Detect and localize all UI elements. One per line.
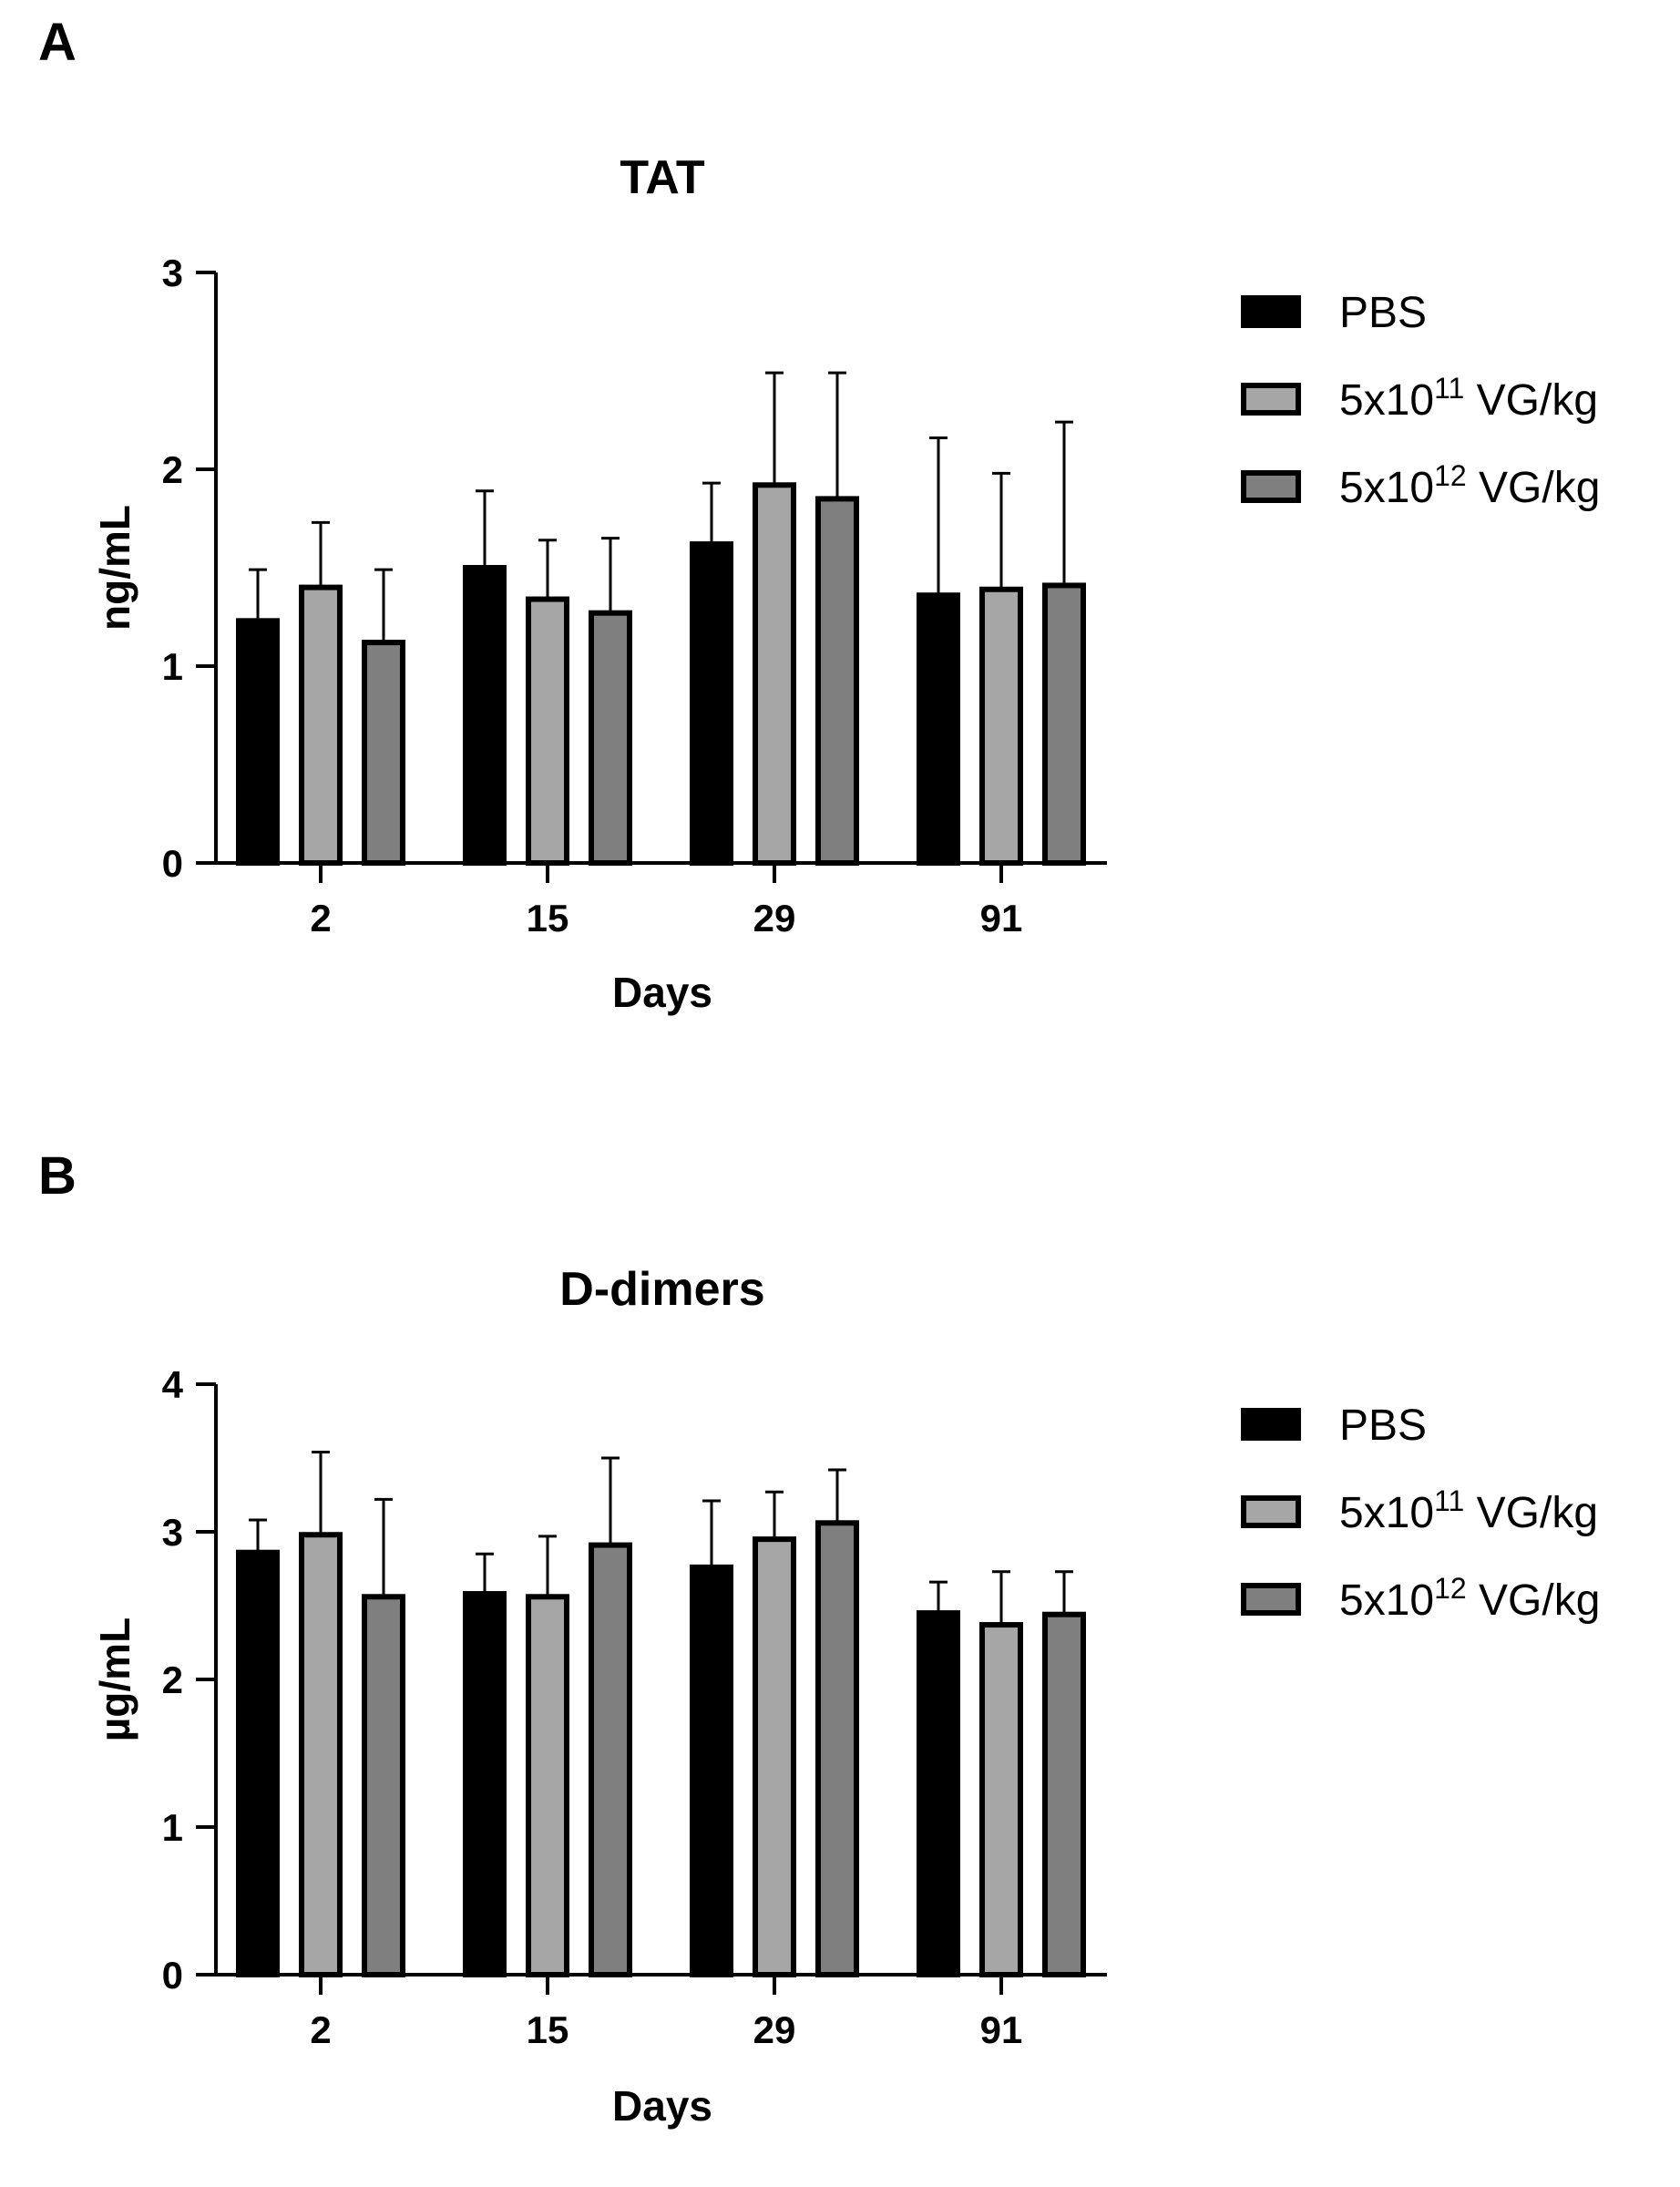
x-tick-label: 29 [753, 2008, 796, 2051]
legend-swatch [1241, 470, 1301, 503]
x-tick-label: 2 [310, 897, 331, 939]
bar [815, 496, 859, 867]
legend-swatch [1241, 1495, 1301, 1528]
bar [589, 610, 632, 866]
legend-label: 5x1012 VG/kg [1339, 459, 1600, 512]
x-tick-label: 15 [527, 897, 569, 939]
y-tick-label: 3 [162, 1511, 183, 1554]
legend-label: PBS [1339, 1402, 1427, 1450]
bar [917, 592, 960, 866]
bar [463, 565, 507, 866]
x-axis-label: Days [612, 969, 712, 1016]
panel-label-b: B [38, 1146, 77, 1206]
bar [690, 1564, 733, 1977]
bar [917, 1610, 960, 1977]
bar [589, 1542, 632, 1977]
legend-label: PBS [1339, 289, 1427, 337]
bar [299, 1532, 343, 1977]
y-tick-label: 1 [162, 1806, 183, 1849]
bar [526, 1594, 569, 1978]
legend-swatch [1241, 1408, 1301, 1441]
bar [979, 1622, 1023, 1978]
y-tick-label: 3 [162, 252, 183, 294]
legend-label: 5x1011 VG/kg [1339, 372, 1598, 425]
bar [690, 541, 733, 867]
panel-label-a: A [38, 13, 77, 72]
legend-d-dimers: PBS 5x1011 VG/kg 5x1012 VG/kg [1241, 1402, 1600, 1625]
y-tick-label: 0 [162, 842, 183, 885]
legend-label: 5x1012 VG/kg [1339, 1572, 1600, 1625]
x-axis-label: Days [612, 2082, 712, 2130]
legend-swatch [1241, 295, 1301, 328]
legend-swatch [1241, 383, 1301, 416]
y-tick-label: 0 [162, 1954, 183, 1997]
y-tick-label: 4 [162, 1363, 184, 1406]
bar [526, 596, 569, 866]
x-tick-label: 15 [527, 2008, 569, 2051]
bar [236, 618, 280, 866]
bar [753, 482, 796, 867]
x-tick-label: 2 [310, 2008, 331, 2051]
legend-tat: PBS 5x1011 VG/kg 5x1012 VG/kg [1241, 289, 1600, 512]
x-tick-label: 29 [753, 897, 796, 939]
x-tick-label: 91 [980, 2008, 1023, 2051]
bar [236, 1549, 280, 1978]
bar [463, 1591, 507, 1978]
bar [1042, 582, 1086, 866]
legend-swatch [1241, 1583, 1301, 1616]
chart-d-dimers: D-dimers 0 1 2 3 4 2 15 29 91 Days µg/mL [91, 1263, 1107, 2130]
bar [1042, 1611, 1086, 1977]
y-axis-label: ng/mL [91, 505, 138, 631]
bar [815, 1520, 859, 1978]
legend-label: 5x1011 VG/kg [1339, 1484, 1598, 1537]
bar [362, 1594, 405, 1978]
x-tick-label: 91 [980, 897, 1023, 939]
y-tick-label: 2 [162, 448, 183, 491]
bar [362, 640, 405, 867]
chart-title: D-dimers [559, 1263, 764, 1316]
bar [299, 584, 343, 866]
y-axis-label: µg/mL [91, 1617, 138, 1741]
bar [979, 586, 1023, 866]
chart-title: TAT [620, 151, 705, 204]
bar [753, 1536, 796, 1977]
y-tick-label: 1 [162, 645, 183, 688]
chart-tat: TAT 0 1 2 3 2 15 29 91 Days ng/mL [91, 151, 1107, 1016]
y-tick-label: 2 [162, 1658, 183, 1701]
